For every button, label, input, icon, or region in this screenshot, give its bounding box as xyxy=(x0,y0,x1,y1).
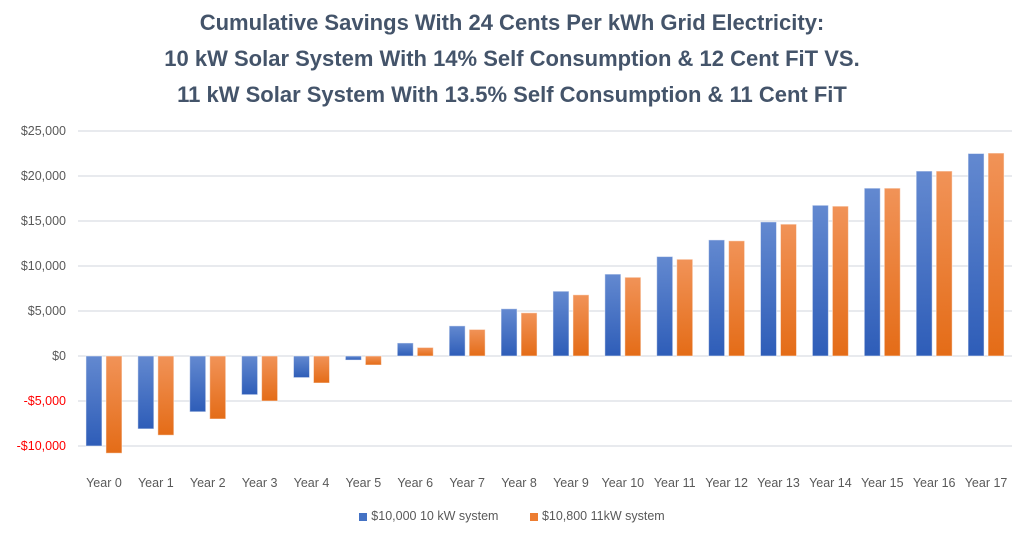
bar-11kw-year-2 xyxy=(209,355,227,420)
chart-title-line-3: 11 kW Solar System With 13.5% Self Consu… xyxy=(177,82,847,107)
bar-10kw-year-17 xyxy=(967,153,985,357)
chart-title-line-2: 10 kW Solar System With 14% Self Consump… xyxy=(164,46,860,71)
bar-11kw-year-6 xyxy=(416,346,434,357)
legend-item-11kw: $10,800 11kW system xyxy=(529,509,665,523)
bar-11kw-year-8 xyxy=(520,312,538,357)
bar-11kw-year-0 xyxy=(105,355,123,454)
bar-10kw-year-12 xyxy=(708,239,726,357)
bar-11kw-year-13 xyxy=(780,223,797,357)
bar-11kw-year-11 xyxy=(676,258,694,357)
legend-swatch xyxy=(359,512,368,521)
x-tick-label: Year 9 xyxy=(553,476,589,490)
x-tick-label: Year 6 xyxy=(397,476,433,490)
legend-item-10kw: $10,000 10 kW system xyxy=(359,509,498,523)
bar-11kw-year-5 xyxy=(364,355,382,366)
bar-10kw-year-15 xyxy=(863,187,881,357)
bar-10kw-year-0 xyxy=(85,355,103,447)
legend-label: $10,000 10 kW system xyxy=(371,509,499,523)
bar-11kw-year-17 xyxy=(987,152,1005,357)
bar-11kw-year-12 xyxy=(728,240,746,357)
x-tick-label: Year 12 xyxy=(705,476,748,490)
x-tick-label: Year 8 xyxy=(501,476,537,490)
bar-10kw-year-2 xyxy=(189,355,207,413)
bar-10kw-year-14 xyxy=(811,204,829,357)
bar-10kw-year-6 xyxy=(396,342,414,357)
bar-10kw-year-13 xyxy=(760,221,777,357)
bar-10kw-year-5 xyxy=(344,355,362,361)
bar-10kw-year-7 xyxy=(448,325,466,357)
x-tick-label: Year 0 xyxy=(86,476,122,490)
y-tick-label: -$5,000 xyxy=(24,394,66,408)
bar-10kw-year-9 xyxy=(552,290,570,357)
bar-11kw-year-15 xyxy=(883,187,901,357)
bar-11kw-year-7 xyxy=(468,328,486,357)
bar-11kw-year-1 xyxy=(157,355,175,436)
x-tick-label: Year 4 xyxy=(294,476,330,490)
bar-10kw-year-11 xyxy=(656,256,674,357)
y-tick-label: $20,000 xyxy=(21,169,66,183)
bar-10kw-year-1 xyxy=(137,355,155,430)
legend-label: $10,800 11kW system xyxy=(541,509,665,523)
y-tick-label: $10,000 xyxy=(21,259,66,273)
bar-10kw-year-4 xyxy=(293,355,310,379)
y-tick-label: $5,000 xyxy=(28,304,66,318)
bar-11kw-year-3 xyxy=(261,355,279,402)
bar-10kw-year-16 xyxy=(915,170,933,357)
y-tick-label: -$10,000 xyxy=(17,439,66,453)
x-tick-label: Year 7 xyxy=(449,476,485,490)
chart-title-line-1: Cumulative Savings With 24 Cents Per kWh… xyxy=(199,10,825,35)
bar-10kw-year-3 xyxy=(241,355,259,396)
bar-11kw-year-4 xyxy=(313,355,330,384)
x-tick-label: Year 16 xyxy=(913,476,956,490)
x-tick-label: Year 5 xyxy=(346,476,382,490)
bar-11kw-year-14 xyxy=(831,205,849,357)
x-tick-label: Year 13 xyxy=(757,476,800,490)
bar-11kw-year-16 xyxy=(935,170,953,357)
y-tick-label: $15,000 xyxy=(21,214,66,228)
x-tick-label: Year 1 xyxy=(138,476,174,490)
x-tick-label: Year 14 xyxy=(809,476,852,490)
bar-10kw-year-8 xyxy=(500,308,518,357)
x-tick-label: Year 10 xyxy=(602,476,645,490)
x-tick-label: Year 11 xyxy=(654,476,696,490)
x-tick-label: Year 2 xyxy=(190,476,226,490)
y-tick-label: $0 xyxy=(52,349,66,363)
bar-11kw-year-9 xyxy=(572,294,590,357)
x-tick-label: Year 15 xyxy=(861,476,904,490)
bar-10kw-year-10 xyxy=(604,273,622,357)
bar-11kw-year-10 xyxy=(624,276,642,357)
x-tick-label: Year 3 xyxy=(242,476,278,490)
legend: $10,000 10 kW system $10,800 11kW system xyxy=(0,509,1024,523)
legend-swatch xyxy=(529,512,538,521)
x-tick-label: Year 17 xyxy=(965,476,1008,490)
y-tick-label: $25,000 xyxy=(21,124,66,138)
